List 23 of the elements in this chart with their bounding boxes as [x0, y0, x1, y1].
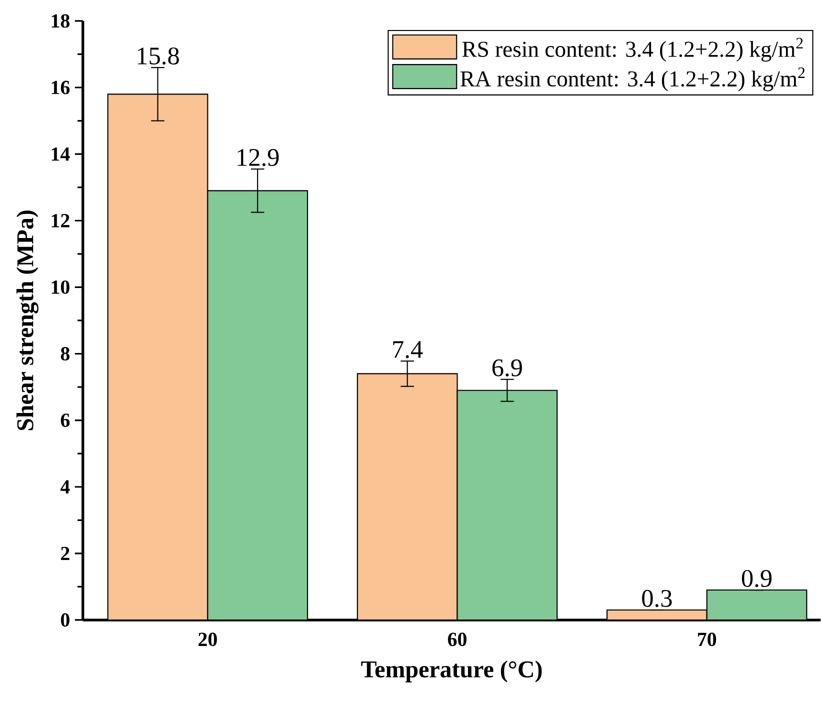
x-tick-label: 60 [448, 632, 466, 646]
y-tick-label: 12 [52, 214, 70, 228]
data-label: 12.9 [238, 149, 279, 166]
data-label: 0.9 [742, 570, 772, 588]
y-tick-label: 16 [52, 80, 70, 94]
y-tick-label: 0 [60, 613, 70, 627]
data-label: 15.8 [138, 48, 179, 65]
y-tick-label: 10 [52, 280, 70, 294]
data-label: 7.4 [393, 341, 423, 358]
x-tick-label: 70 [698, 632, 716, 646]
legend-label: RA resin content: 3.4 (1.2+2.2) kg/m$^{2}$ [460, 68, 805, 92]
x-axis-title: Temperature (°C) [361, 660, 542, 682]
data-label: 6.9 [492, 359, 522, 377]
x-tick-label: 20 [198, 632, 217, 646]
y-tick-label: 4 [60, 480, 70, 494]
y-tick-label: 8 [60, 347, 70, 361]
y-axis-title: Shear strength (MPa) [16, 210, 38, 430]
y-tick-label: 6 [60, 414, 70, 428]
y-tick-label: 14 [52, 148, 70, 161]
legend-label: RS resin content: 3.4 (1.2+2.2) kg/m$^{2}$ [462, 38, 803, 62]
y-tick-label: 18 [52, 14, 70, 28]
data-label: 0.3 [642, 590, 672, 608]
y-tick-label: 2 [61, 546, 70, 560]
